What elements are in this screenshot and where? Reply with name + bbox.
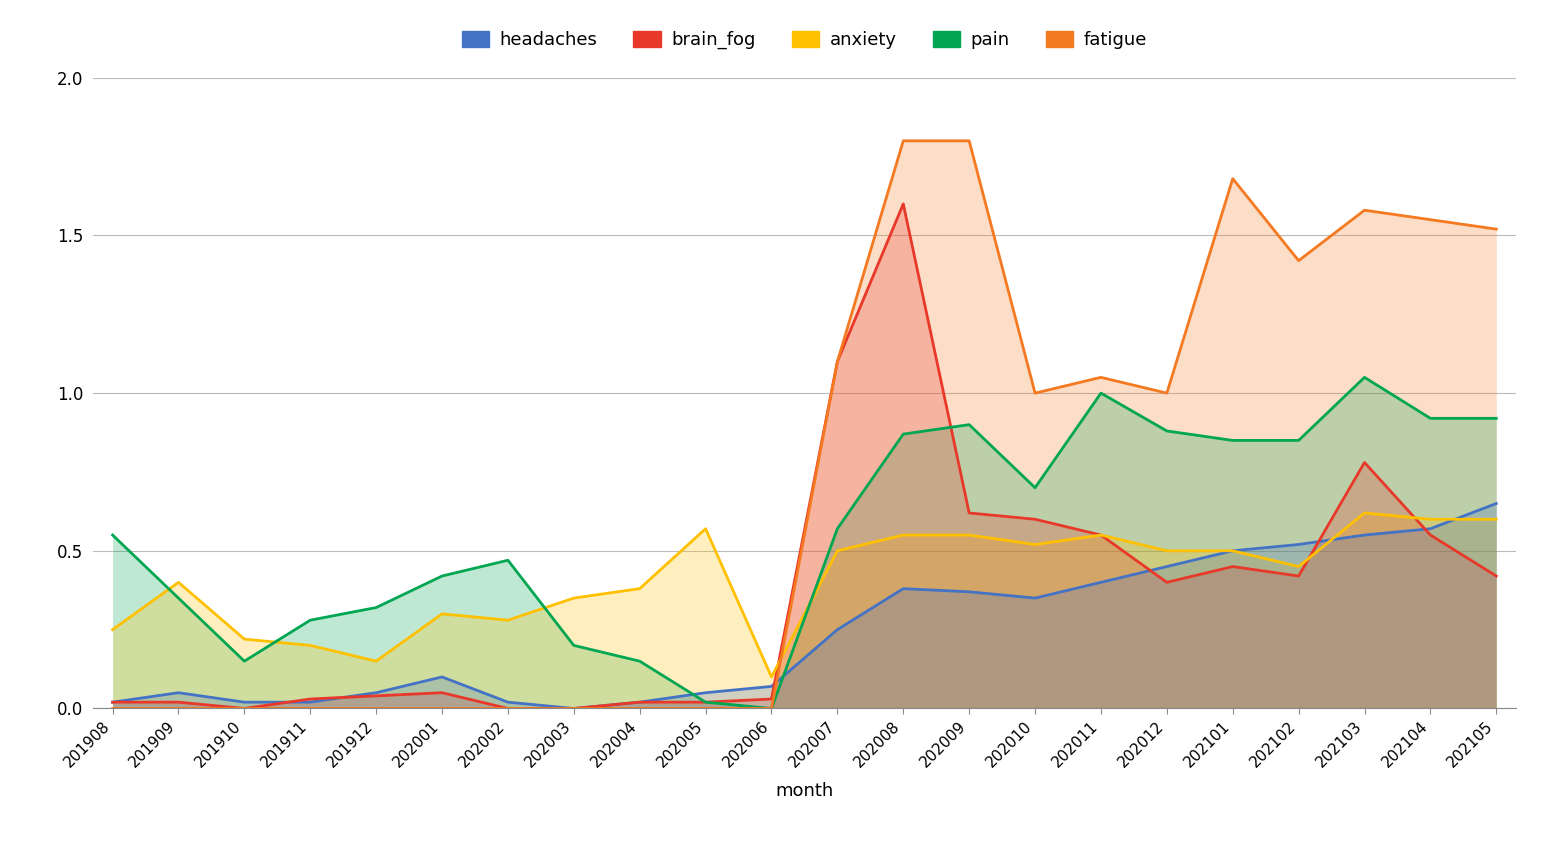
X-axis label: month: month [775, 782, 834, 799]
Legend: headaches, brain_fog, anxiety, pain, fatigue: headaches, brain_fog, anxiety, pain, fat… [455, 23, 1154, 57]
